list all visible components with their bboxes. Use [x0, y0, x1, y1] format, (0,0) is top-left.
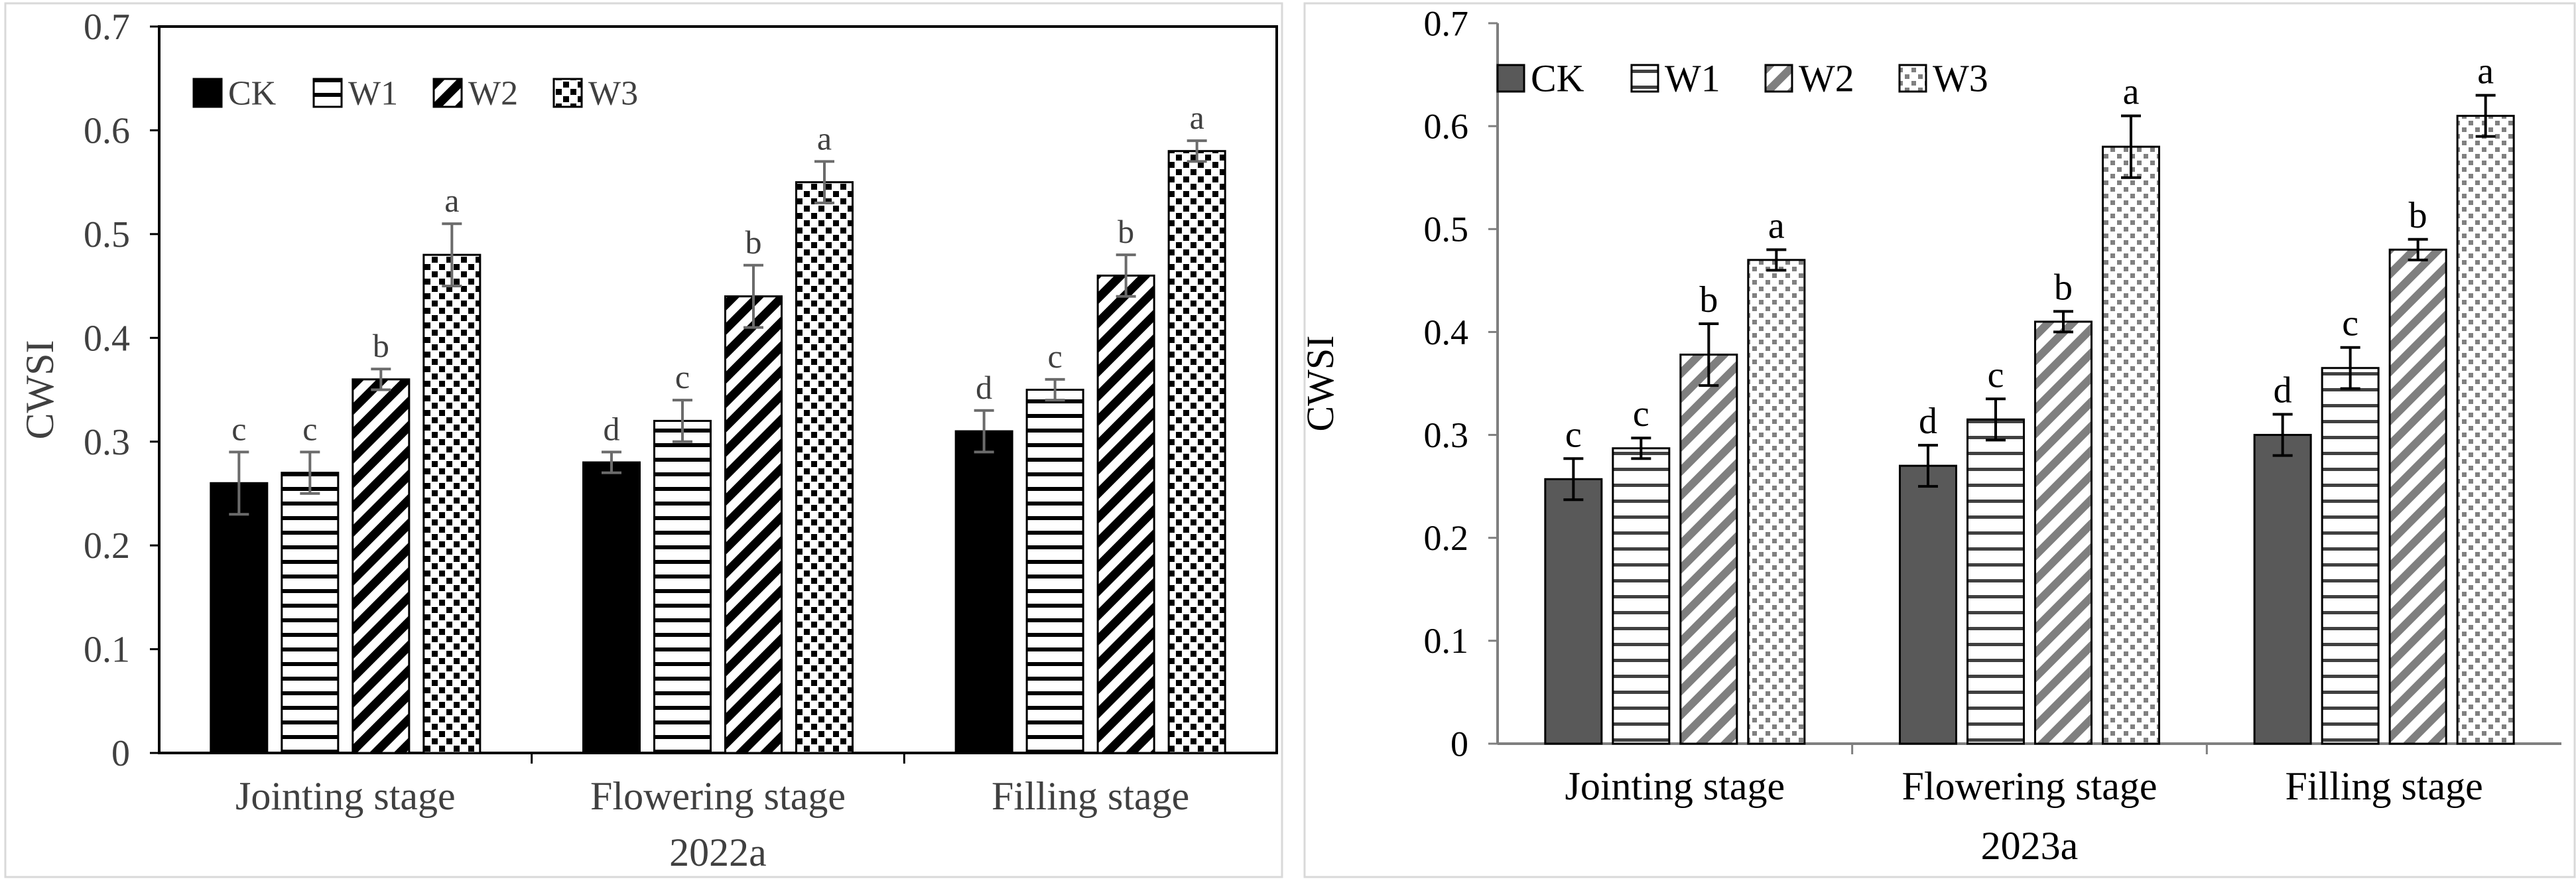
y-tick-label: 0	[1450, 724, 1468, 764]
legend-swatch-w1	[312, 78, 343, 108]
legend-swatch-w3	[1898, 64, 1927, 93]
bar-ck	[1899, 464, 1957, 745]
significance-letter: c	[231, 410, 246, 447]
significance-letter: a	[444, 182, 459, 219]
y-tick-label: 0.1	[84, 630, 130, 671]
chart-frame	[1303, 2, 2576, 878]
legend-swatch-w2	[432, 78, 463, 108]
legend-label-w3: W3	[1933, 57, 1988, 100]
legend-label-w1: W1	[1665, 57, 1720, 100]
significance-letter: c	[1633, 393, 1649, 435]
significance-letter: b	[745, 224, 762, 261]
y-tick-label: 0.2	[1424, 518, 1469, 558]
bar-w2	[352, 378, 411, 754]
y-axis-title: CWSI	[18, 340, 62, 440]
chart-panel-1: 0 0.1 0.2 0.3 0.4 0.5 0.6 0.7 CWSI Jointing stage…	[4, 2, 1283, 878]
panel-caption: 2023a	[1981, 824, 2079, 868]
y-tick-label: 0.1	[1424, 621, 1469, 661]
y-axis-title: CWSI	[1299, 336, 1342, 432]
legend-label-w3: W3	[588, 75, 638, 113]
significance-letter: a	[1190, 99, 1204, 136]
plot-area-border	[158, 25, 1278, 754]
bar-w2	[724, 295, 783, 754]
bar-w2	[2388, 248, 2447, 745]
significance-letter: c	[1988, 354, 2004, 395]
x-category-label: Jointing stage	[235, 774, 456, 818]
significance-letter: a	[1768, 205, 1785, 246]
y-tick-label: 0.3	[84, 422, 130, 463]
bar-w2	[1096, 274, 1155, 754]
y-tick-label: 0.5	[1424, 210, 1469, 249]
significance-letter: a	[817, 119, 832, 157]
x-category-label: Filling stage	[2285, 764, 2482, 808]
significance-letter: b	[1118, 213, 1134, 250]
y-tick-label: 0.4	[84, 318, 130, 359]
y-tick-label: 0.7	[84, 7, 130, 48]
bar-w1	[1612, 447, 1671, 745]
bar-w3	[422, 253, 482, 754]
legend-label-ck: CK	[1531, 57, 1584, 100]
y-tick-label: 0.3	[1424, 415, 1469, 455]
panel-caption: 2022a	[669, 831, 767, 874]
legend-label-w2: W2	[468, 75, 518, 113]
bar-w1	[1025, 389, 1084, 754]
bar-w2	[2034, 320, 2093, 745]
bar-w1	[653, 419, 712, 754]
bar-w3	[795, 181, 854, 754]
bar-ck	[582, 461, 641, 754]
legend-swatch-ck	[192, 78, 223, 108]
bar-w3	[1747, 259, 1806, 745]
significance-letter: c	[1048, 338, 1063, 375]
y-tick-label: 0.6	[1424, 107, 1469, 147]
legend-label-w1: W1	[348, 75, 398, 113]
significance-letter: a	[2477, 51, 2494, 92]
significance-letter: d	[604, 410, 620, 447]
legend-label-w2: W2	[1799, 57, 1854, 100]
significance-letter: c	[1565, 414, 1582, 455]
significance-letter: a	[2123, 72, 2140, 113]
significance-letter: c	[675, 358, 690, 395]
legend-swatch-w2	[1764, 64, 1793, 93]
significance-letter: b	[373, 327, 389, 364]
legend-label-ck: CK	[228, 75, 277, 113]
significance-letter: d	[2274, 370, 2292, 411]
significance-letter: b	[1699, 279, 1718, 320]
x-category-label: Flowering stage	[1902, 764, 2157, 808]
x-category-label: Flowering stage	[590, 774, 846, 818]
bar-w2	[1679, 354, 1738, 745]
bar-ck	[954, 430, 1013, 754]
y-tick-label: 0	[111, 733, 130, 774]
significance-letter: c	[302, 410, 317, 447]
significance-letter: d	[976, 369, 992, 406]
chart-panel-2: 0 0.1 0.2 0.3 0.4 0.5 0.6 0.7 CWSI Jointing stage…	[1299, 2, 2576, 878]
y-tick-label: 0.2	[84, 525, 130, 567]
significance-letter: b	[2054, 267, 2073, 308]
x-category-label: Filling stage	[992, 774, 1189, 818]
y-tick-label: 0.7	[1424, 3, 1469, 43]
significance-letter: c	[2342, 303, 2358, 344]
bar-w3	[2102, 145, 2160, 745]
y-tick-label: 0.6	[84, 110, 130, 151]
bar-w3	[1167, 150, 1226, 754]
bar-ck	[2253, 434, 2312, 745]
bar-w1	[281, 472, 340, 754]
significance-letter: d	[1919, 401, 1937, 442]
y-tick-label: 0.5	[84, 214, 130, 255]
bar-w1	[1966, 418, 2025, 745]
bar-ck	[1544, 478, 1603, 745]
significance-letter: b	[2409, 195, 2427, 236]
bar-ck	[210, 482, 269, 754]
chart-frame	[4, 2, 1283, 878]
legend-swatch-w1	[1630, 64, 1659, 93]
legend-swatch-w3	[552, 78, 583, 108]
y-tick-label: 0.4	[1424, 312, 1469, 352]
x-category-label: Jointing stage	[1565, 764, 1785, 808]
legend-swatch-ck	[1496, 64, 1525, 93]
bar-w3	[2456, 115, 2515, 745]
bar-w1	[2321, 367, 2380, 745]
